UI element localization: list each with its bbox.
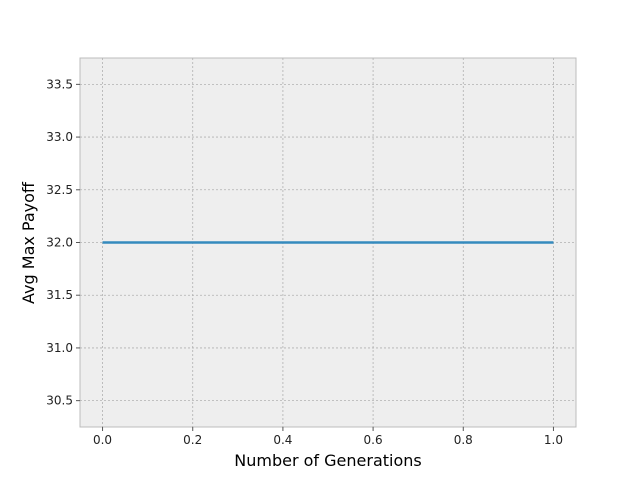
y-tick-label: 31.0 xyxy=(46,341,73,355)
x-tick-label: 0.2 xyxy=(183,433,202,447)
y-tick-label: 30.5 xyxy=(46,394,73,408)
y-tick-label: 32.0 xyxy=(46,236,73,250)
y-axis-title: Avg Max Payoff xyxy=(19,181,38,304)
y-tick-label: 32.5 xyxy=(46,183,73,197)
y-tick-label: 31.5 xyxy=(46,288,73,302)
x-tick-label: 0.6 xyxy=(364,433,383,447)
x-tick-label: 1.0 xyxy=(544,433,563,447)
axis-ticks: 0.0 0.2 0.4 0.6 0.8 1.0 30.5 31.0 31.5 32.0 32.5 33… xyxy=(46,77,563,447)
x-tick-label: 0.4 xyxy=(273,433,292,447)
x-tick-label: 0.0 xyxy=(93,433,112,447)
x-tick-label: 0.8 xyxy=(454,433,473,447)
y-tick-label: 33.5 xyxy=(46,77,73,91)
y-tick-label: 33.0 xyxy=(46,130,73,144)
x-axis-title: Number of Generations xyxy=(234,451,421,470)
